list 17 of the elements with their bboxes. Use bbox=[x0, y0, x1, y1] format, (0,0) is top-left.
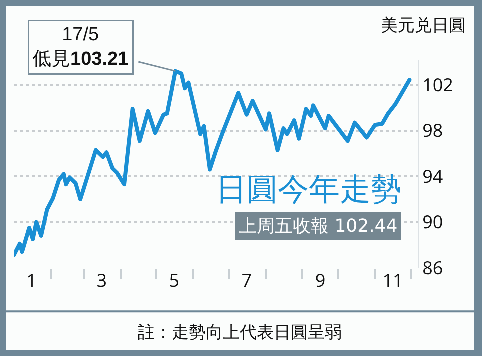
line-series bbox=[14, 69, 412, 258]
text: 註：走勢向上代表日圓呈弱 bbox=[138, 323, 342, 343]
x-tick-label: 5 bbox=[169, 269, 180, 293]
x-tick-label: 9 bbox=[315, 269, 326, 293]
y-tick-label: 90 bbox=[422, 210, 444, 235]
x-tick-label: 3 bbox=[96, 269, 108, 293]
y-tick-label: 94 bbox=[422, 164, 444, 189]
y-tick-label: 102 bbox=[422, 73, 454, 98]
y-tick-label: 98 bbox=[422, 119, 444, 144]
y-axis-title: 美元兑日圓 bbox=[381, 16, 466, 36]
x-tick-label: 1 bbox=[26, 269, 37, 293]
y-tick-label: 86 bbox=[422, 256, 444, 280]
text: 日圓今年走勢 bbox=[216, 172, 402, 208]
x-tick-label: 11 bbox=[382, 269, 404, 293]
annotation: 17/5 低見103.21 bbox=[32, 24, 130, 70]
x-tick-label: 7 bbox=[242, 269, 252, 293]
annotation: 上周五收報 102.44 bbox=[239, 216, 398, 237]
